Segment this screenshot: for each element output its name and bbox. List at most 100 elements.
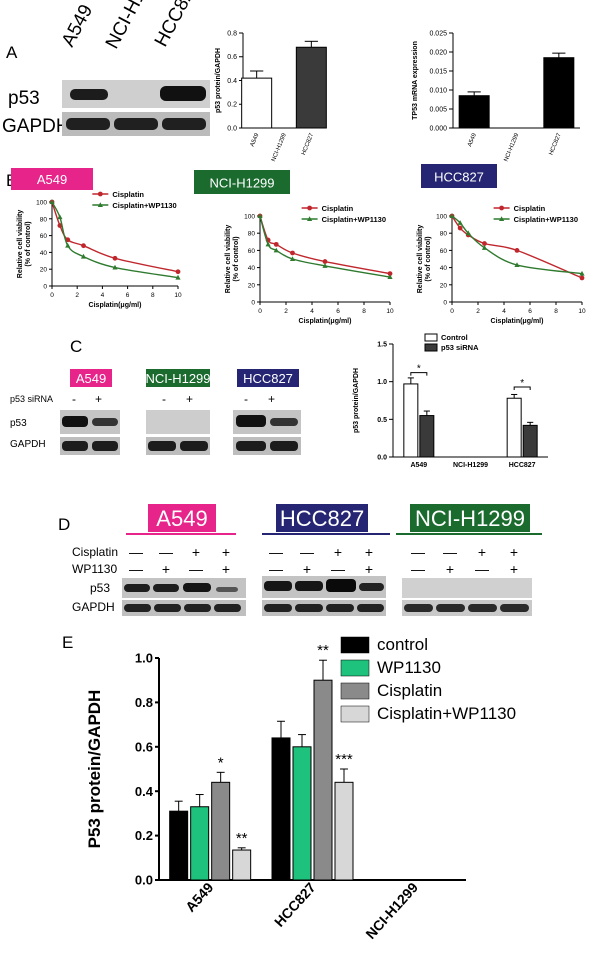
y-tick-label: 1.0 [377,379,387,386]
blot-band [357,604,384,612]
y-axis-label: (% of control) [25,221,32,266]
blot-band [214,604,241,612]
blot-band [154,604,181,612]
y-tick-label: 80 [40,216,48,223]
blot-d-sign: + [365,561,373,577]
blot-c-row-label: p53 [10,418,27,429]
blot-d-treatment-label: WP1130 [72,562,117,576]
blot-d-cell-label: NCI-H1299 [415,506,525,531]
legend-label: Control [441,333,468,342]
data-point [514,262,520,268]
x-category-label: NCI-H1299 [362,879,421,942]
x-category-label: HCC827 [271,879,319,930]
data-point [322,263,328,268]
data-point [514,248,520,253]
bar [169,810,189,881]
data-point [387,271,393,277]
blot-c-cell-label: NCI-H1299 [145,371,210,386]
bar [232,849,252,881]
legend-swatch [340,682,370,700]
bar [190,806,210,881]
x-tick-label: 10 [174,292,182,299]
legend-label: Cisplatin+WP1130 [514,215,578,224]
x-tick-label: 4 [101,292,105,299]
blot-band [359,583,384,591]
x-tick-label: 0 [50,292,54,299]
blot-d-sign: + [478,544,486,560]
significance-star: ** [317,642,329,659]
y-tick-label: 60 [248,248,256,255]
blot-d-sign: — [475,561,489,577]
blot-band [326,604,354,612]
x-tick-label: 6 [126,292,130,299]
legend-label: Cisplatin [322,204,354,213]
blot-a-row-label: GAPDH [2,116,70,137]
blot-c-row-label: GAPDH [10,439,46,450]
blot-d-sign: + [446,561,454,577]
y-tick-label: 0 [443,300,447,307]
data-point [273,247,279,253]
x-tick-label: 4 [502,308,506,315]
bar [543,57,575,129]
bar [458,95,490,129]
blot-band [270,441,298,451]
x-category-label: NCI-H1299 [271,132,288,163]
blot-band [114,118,158,130]
y-axis-label: p53 protein/GAPDH [215,48,222,113]
blot-band [264,581,292,591]
chart-title: NCI-H1299 [209,175,274,190]
blot-d-membrane [262,600,386,616]
y-tick-label: 0.6 [227,54,237,61]
legend-label: Cisplatin [377,681,442,700]
significance-bracket [513,386,531,390]
blot-d-sign: — [331,561,345,577]
x-tick-label: 2 [476,308,480,315]
significance-star: * [520,378,524,389]
blot-band [295,581,323,591]
data-point [579,270,585,276]
x-category-label: NCI-H1299 [504,132,521,163]
x-axis-label: Cisplatin(μg/ml) [491,318,544,325]
x-tick-label: 8 [362,308,366,315]
bar [419,415,435,458]
data-point [265,241,271,247]
data-point [482,241,487,246]
data-point [65,237,71,243]
blot-band [404,604,433,612]
blot-band [295,604,323,612]
y-axis-label: (% of control) [233,236,240,281]
legend-label: Cisplatin [112,190,144,199]
x-tick-label: 6 [336,308,340,315]
blot-c-treatment-label: p53 siRNA [10,394,53,404]
bar [334,781,354,881]
blot-c-sign: - [162,392,166,406]
y-axis-label: P53 protein/GAPDH [85,690,104,849]
y-tick-label: 0.5 [377,417,387,424]
y-tick-label: 0.000 [429,125,447,132]
chart-title-box [194,170,290,194]
blot-c-label-box [237,369,299,387]
legend-swatch [424,333,438,342]
significance-star: * [218,754,224,771]
blot-band [124,604,151,612]
y-tick-label: 1.5 [377,341,387,348]
data-point [579,275,585,281]
blot-band [236,441,266,451]
blot-d-sign: + [510,561,518,577]
panel-label-e: E [62,633,73,652]
x-tick-label: 4 [310,308,314,315]
blot-c-sign: - [244,392,248,406]
data-point [49,199,55,204]
data-point [65,242,71,248]
blot-d-signs: — — + +— + — +— — + +— + — +— — + +— + — + [129,544,518,577]
blot-c-sign: + [95,392,102,406]
significance-star: * [417,364,421,375]
blot-d-sign: + [192,544,200,560]
data-point [387,274,393,280]
x-category-label: NCI-H1299 [453,462,488,469]
x-tick-label: 6 [528,308,532,315]
legend-marker [97,191,103,197]
blot-band [148,441,176,451]
x-category-label: HCC827 [549,132,563,156]
blot-d-sign: — [269,544,283,560]
